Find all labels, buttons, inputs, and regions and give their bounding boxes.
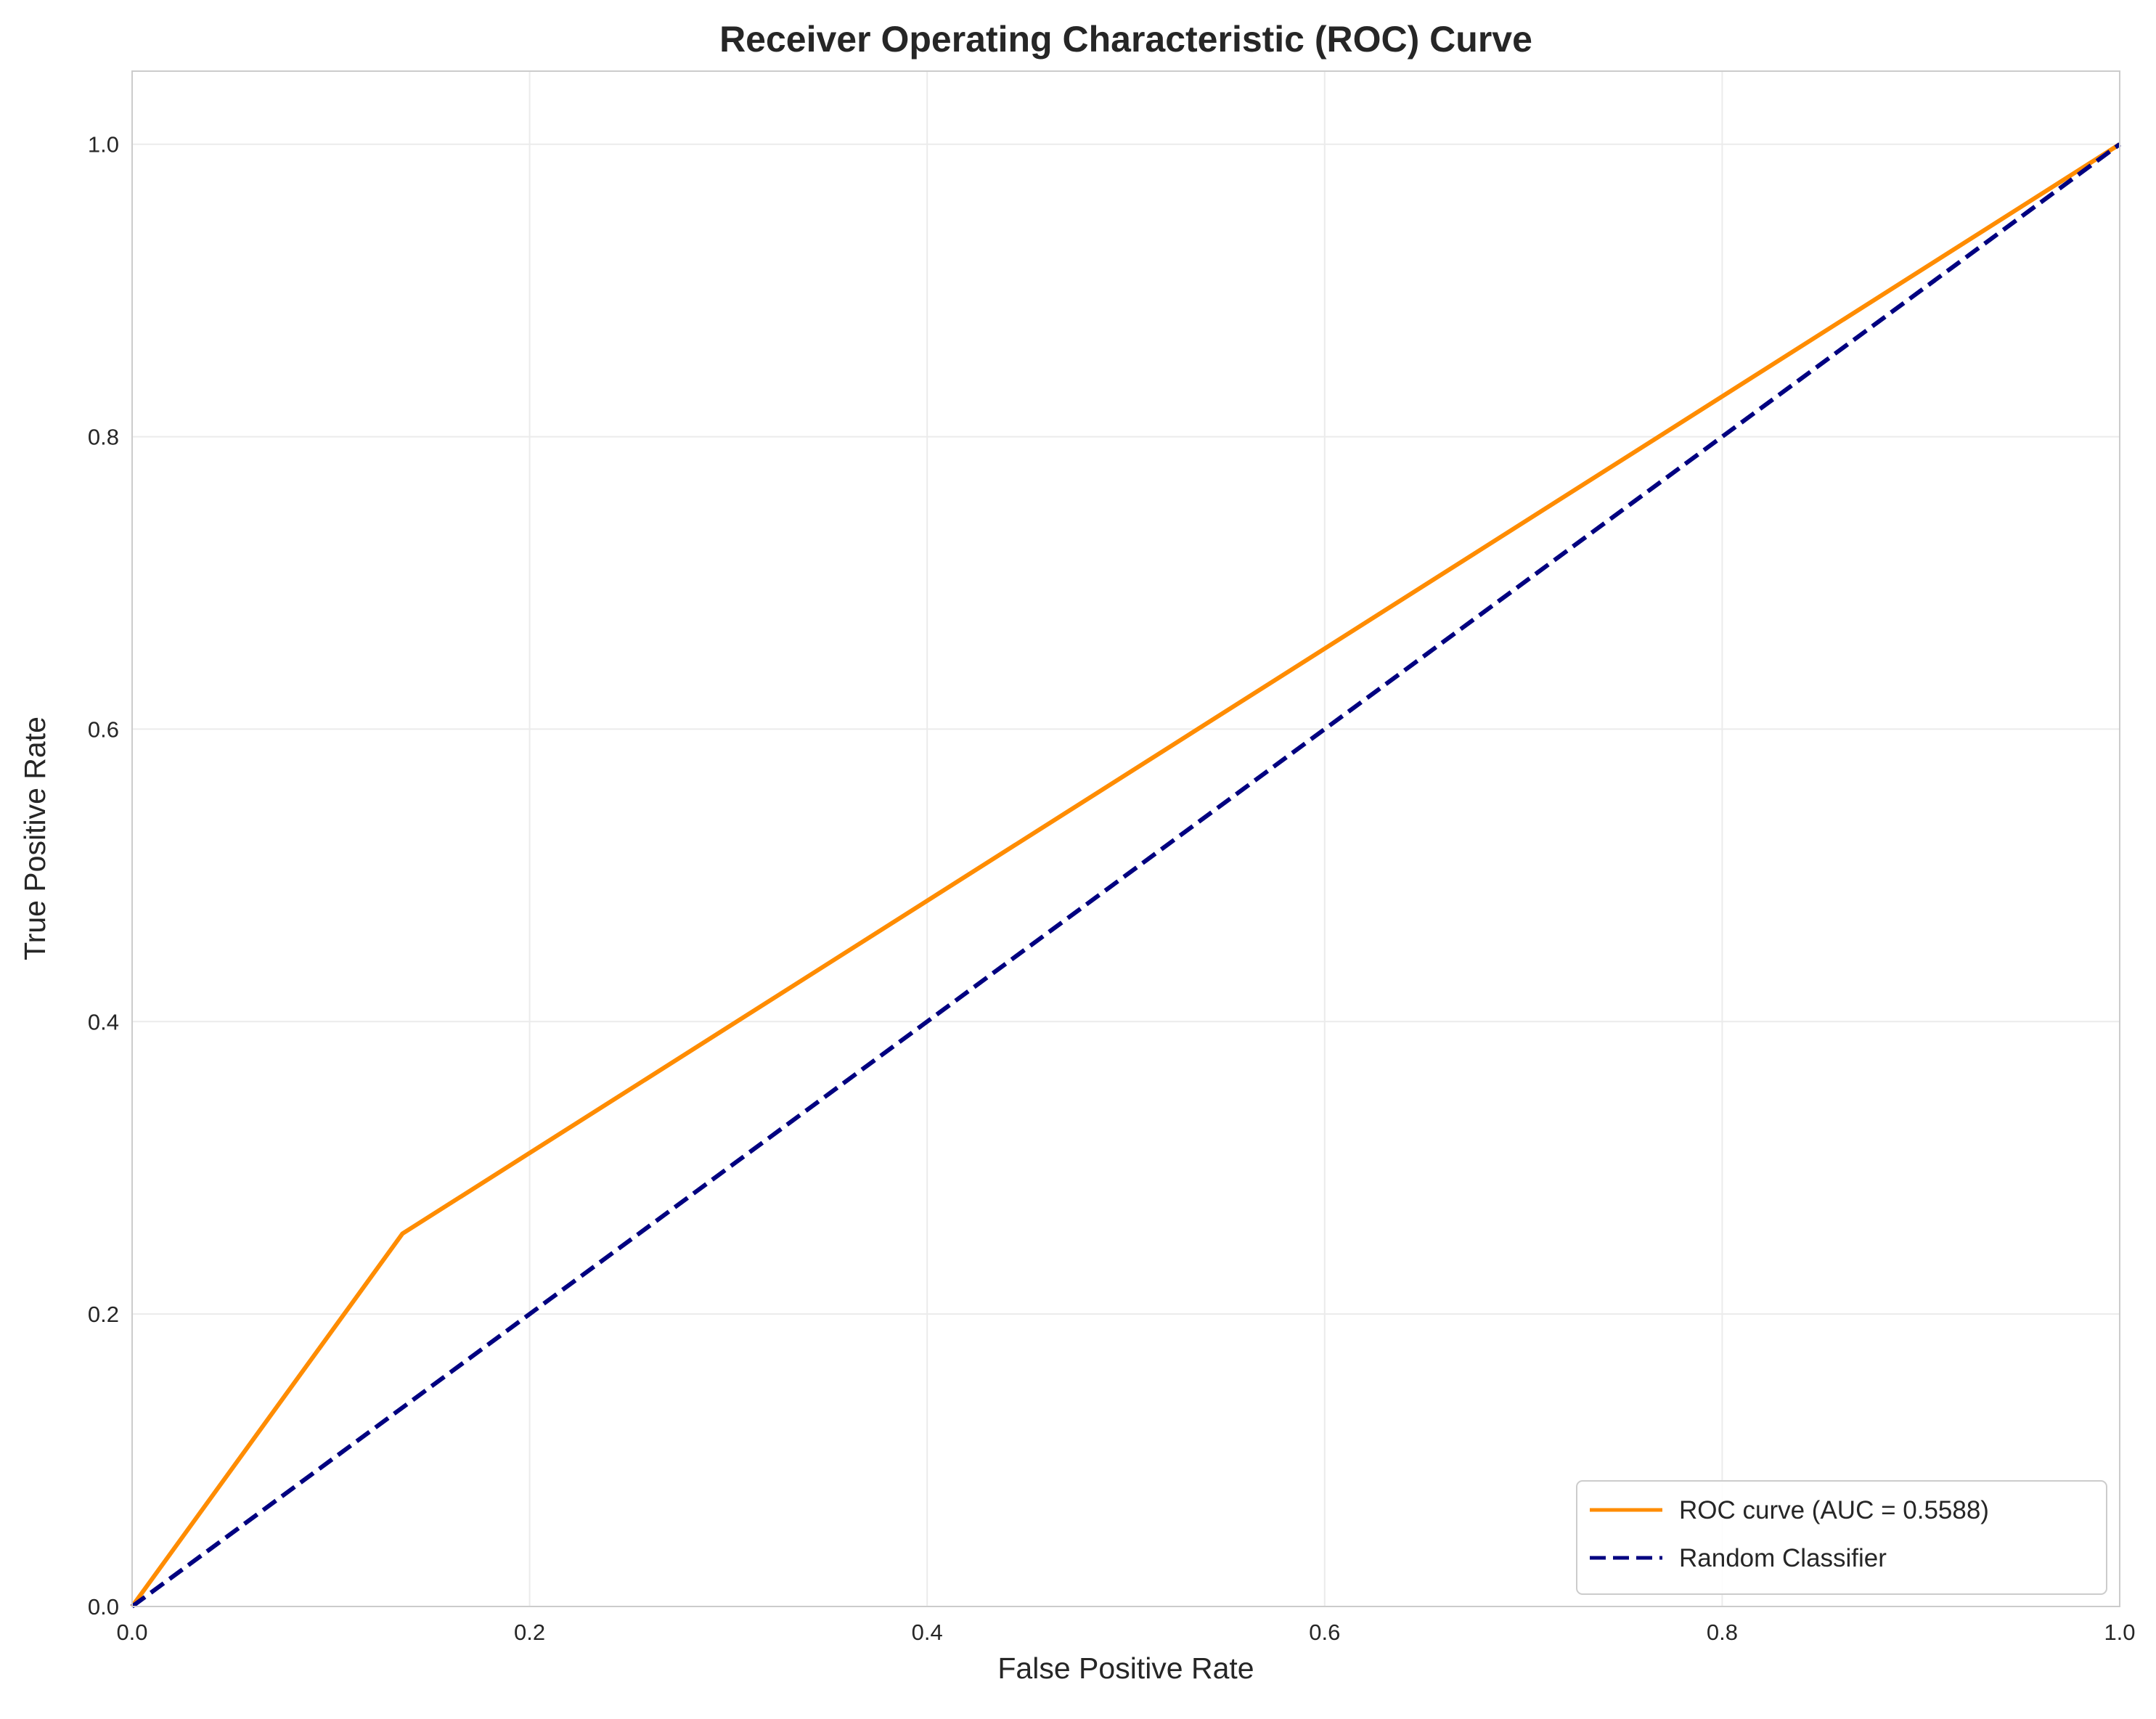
x-tick-label: 0.6 — [1309, 1620, 1340, 1645]
grid — [131, 71, 2120, 1607]
series-layer — [130, 142, 2121, 1609]
y-tick-label: 1.0 — [88, 132, 119, 158]
random-classifier-line — [131, 142, 2121, 1609]
x-tick-label: 0.0 — [116, 1620, 147, 1645]
plot-area — [132, 71, 2120, 1606]
tick-labels: 0.0 0.2 0.4 0.6 0.8 1.0 0.0 0.2 0.4 0.6 0.8 1.0 — [88, 132, 2136, 1645]
x-axis-label: False Positive Rate — [997, 1651, 1254, 1685]
axes-frame — [131, 70, 2120, 1607]
y-axis-label: True Positive Rate — [18, 716, 52, 960]
y-tick-label: 0.8 — [88, 425, 119, 450]
x-tick-label: 0.4 — [912, 1620, 943, 1645]
legend-label-roc-curve: ROC curve (AUC = 0.5588) — [1679, 1496, 1989, 1524]
chart-title: Receiver Operating Characteristic (ROC) … — [719, 19, 1532, 60]
y-tick-label: 0.2 — [88, 1302, 119, 1327]
x-tick-label: 0.2 — [514, 1620, 545, 1645]
legend-label-random-classifier: Random Classifier — [1679, 1544, 1887, 1572]
roc-curve-line — [130, 142, 2121, 1608]
y-tick-label: 0.0 — [88, 1594, 119, 1620]
x-tick-label: 1.0 — [2104, 1620, 2135, 1645]
legend-box — [1576, 1480, 2107, 1595]
legend: ROC curve (AUC = 0.5588) Random Classifi… — [1576, 1480, 2107, 1595]
y-tick-label: 0.6 — [88, 716, 119, 742]
y-tick-label: 0.4 — [88, 1009, 119, 1034]
x-tick-label: 0.8 — [1707, 1620, 1738, 1645]
